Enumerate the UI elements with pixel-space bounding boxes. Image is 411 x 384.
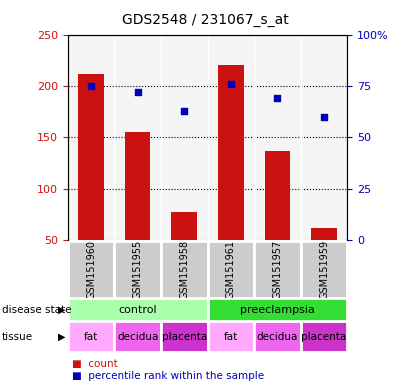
Text: GSM151955: GSM151955 (133, 240, 143, 299)
Text: GSM151959: GSM151959 (319, 240, 329, 299)
Bar (254, 241, 301, 298)
Text: fat: fat (224, 332, 238, 342)
Text: ▶: ▶ (58, 332, 65, 342)
Point (181, 108, 187, 114)
Bar (161, 321, 208, 352)
Bar (208, 241, 254, 298)
Text: placenta: placenta (162, 332, 207, 342)
Text: decidua: decidua (117, 332, 158, 342)
Bar (171, 212, 197, 240)
Text: decidua: decidua (257, 332, 298, 342)
Point (274, 95, 281, 101)
Text: disease state: disease state (2, 305, 72, 314)
Bar (218, 65, 244, 240)
Bar (68, 321, 114, 352)
Bar (114, 241, 161, 298)
Text: GDS2548 / 231067_s_at: GDS2548 / 231067_s_at (122, 13, 289, 27)
Text: tissue: tissue (2, 332, 33, 342)
Point (134, 89, 141, 95)
Bar (161, 241, 208, 298)
Bar (78, 74, 104, 240)
Text: ■  count: ■ count (72, 359, 118, 369)
Text: placenta: placenta (301, 332, 346, 342)
Bar (311, 228, 337, 240)
Bar (68, 241, 114, 298)
Text: GSM151961: GSM151961 (226, 240, 236, 299)
Bar (301, 241, 347, 298)
Text: ▶: ▶ (58, 305, 65, 314)
Point (321, 114, 327, 120)
Bar (68, 298, 208, 321)
Bar (114, 321, 161, 352)
Bar (265, 151, 290, 240)
Text: ■  percentile rank within the sample: ■ percentile rank within the sample (72, 371, 264, 381)
Bar (208, 321, 254, 352)
Bar (208, 298, 347, 321)
Point (228, 81, 234, 87)
Bar (254, 321, 301, 352)
Text: control: control (118, 305, 157, 314)
Text: GSM151960: GSM151960 (86, 240, 96, 299)
Text: GSM151958: GSM151958 (179, 240, 189, 299)
Bar (301, 321, 347, 352)
Point (88, 83, 95, 89)
Text: preeclampsia: preeclampsia (240, 305, 315, 314)
Text: GSM151957: GSM151957 (272, 240, 282, 299)
Bar (125, 132, 150, 240)
Text: fat: fat (84, 332, 98, 342)
